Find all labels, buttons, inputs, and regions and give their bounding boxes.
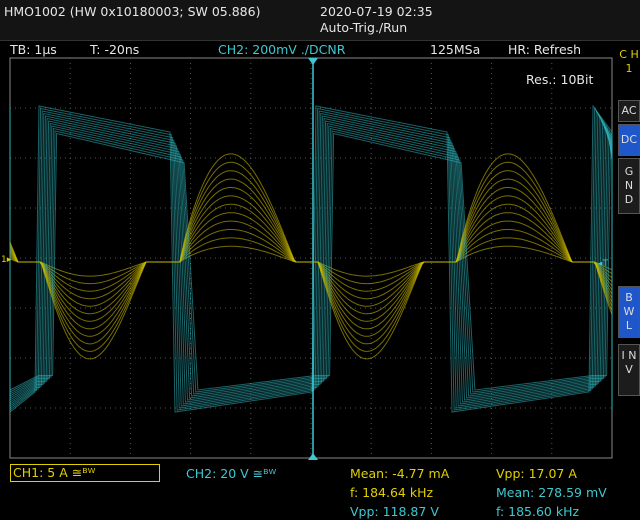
- ch2-frequency: f: 185.60 kHz: [496, 504, 580, 519]
- ch2-trace: [9, 117, 613, 403]
- ch1-marker: 1▸: [1, 255, 12, 265]
- sample-rate: 125MSa: [430, 42, 481, 57]
- ch2-mean: Mean: 278.59 mV: [496, 485, 607, 500]
- traces: [9, 104, 613, 414]
- ch1-setting[interactable]: CH1: 5 A ≅ᴮᵂ: [10, 464, 160, 482]
- ch1-trace: [9, 153, 613, 360]
- ch2-trace: [9, 115, 613, 405]
- trigger-mode: Auto-Trig./Run: [320, 20, 408, 35]
- ch2-trace: [9, 120, 613, 401]
- trigger-marker-bottom: [308, 453, 318, 460]
- device-info: HMO1002 (HW 0x10180003; SW 05.886): [4, 4, 261, 19]
- ch2-vpp: Vpp: 17.07 A: [496, 466, 577, 481]
- ch1-trace: [9, 212, 613, 307]
- ch2-trace: [9, 130, 613, 393]
- ch1-vpp: Vpp: 118.87 V: [350, 504, 439, 519]
- ch2-trace: [9, 112, 613, 407]
- ch2-trace: [9, 132, 613, 391]
- trigger-marker-top: [308, 58, 318, 65]
- ch1-trace: [9, 220, 613, 300]
- dc-button[interactable]: DC: [618, 124, 640, 156]
- inv-button[interactable]: I N V: [618, 344, 640, 396]
- ac-button[interactable]: AC: [618, 100, 640, 122]
- gnd-button[interactable]: G N D: [618, 158, 640, 214]
- ch1-trace: [9, 237, 613, 285]
- ch2-trace: [9, 122, 613, 399]
- trigger-level-marker: ◂T: [598, 259, 609, 269]
- datetime: 2020-07-19 02:35: [320, 4, 433, 19]
- ch1-mean: Mean: -4.77 mA: [350, 466, 450, 481]
- graticule-grid: [10, 58, 612, 458]
- ch1-trace: [9, 245, 613, 277]
- trigger-source: CH2: 200mV ./DCNR: [218, 42, 346, 57]
- channel-label: C H 1: [618, 44, 640, 100]
- hr-mode: HR: Refresh: [508, 42, 582, 57]
- ch2-trace: [9, 125, 613, 397]
- status-bar: [0, 0, 640, 41]
- trigger-time: T: -20ns: [90, 42, 140, 57]
- ch2-setting[interactable]: CH2: 20 V ≅ᴮᵂ: [186, 466, 277, 481]
- ch2-trace: [9, 127, 613, 395]
- resolution: Res.: 10Bit: [526, 72, 594, 87]
- ch1-frequency: f: 184.64 kHz: [350, 485, 434, 500]
- bwl-button[interactable]: B W L: [618, 286, 640, 338]
- timebase: TB: 1µs: [10, 42, 57, 57]
- ch2-trace: [9, 109, 613, 409]
